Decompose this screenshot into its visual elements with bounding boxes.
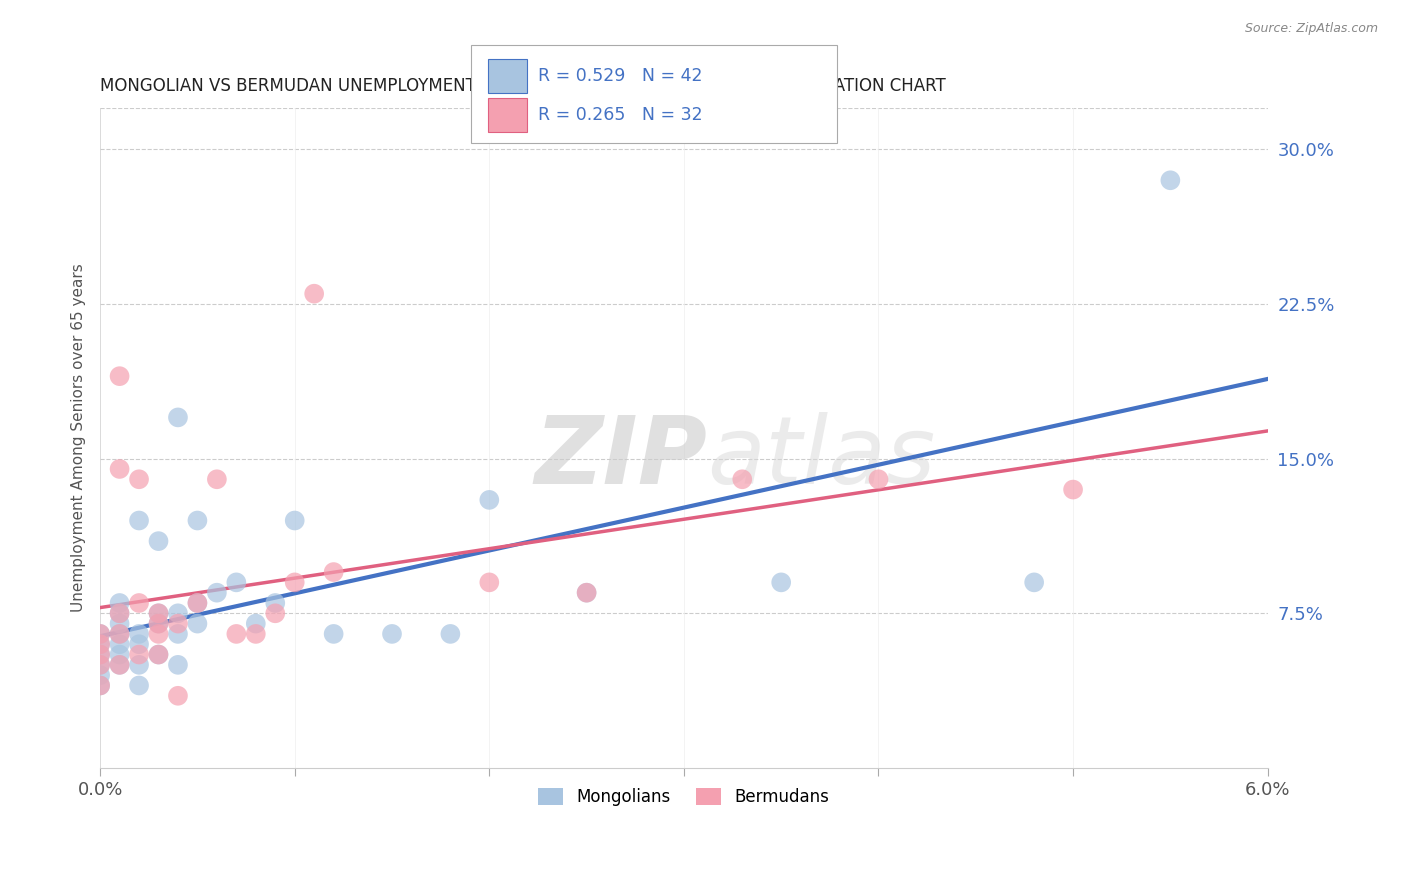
Point: [108, 607, 131, 621]
Point: [439, 627, 461, 641]
Point: [381, 627, 404, 641]
Point: [89, 668, 111, 682]
Point: [128, 596, 150, 610]
Point: [575, 585, 598, 599]
Point: [575, 585, 598, 599]
Point: [89, 637, 111, 651]
Point: [89, 637, 111, 651]
Point: [89, 648, 111, 662]
Point: [108, 648, 131, 662]
Point: [225, 627, 247, 641]
Point: [167, 410, 190, 425]
Point: [167, 689, 190, 703]
Point: [264, 607, 287, 621]
Point: [128, 472, 150, 486]
Point: [128, 678, 150, 692]
Point: [89, 678, 111, 692]
Point: [89, 648, 111, 662]
Point: [108, 627, 131, 641]
Point: [128, 648, 150, 662]
Point: [108, 607, 131, 621]
Point: [302, 286, 325, 301]
Text: MONGOLIAN VS BERMUDAN UNEMPLOYMENT AMONG SENIORS OVER 65 YEARS CORRELATION CHART: MONGOLIAN VS BERMUDAN UNEMPLOYMENT AMONG…: [100, 78, 946, 95]
Point: [108, 369, 131, 384]
Point: [284, 575, 307, 590]
Point: [478, 492, 501, 507]
Point: [186, 616, 208, 631]
Point: [89, 627, 111, 641]
Point: [284, 514, 307, 528]
Point: [148, 607, 170, 621]
Point: [148, 648, 170, 662]
Legend: Mongolians, Bermudans: Mongolians, Bermudans: [531, 780, 837, 813]
Point: [245, 616, 267, 631]
Point: [1024, 575, 1046, 590]
Y-axis label: Unemployment Among Seniors over 65 years: Unemployment Among Seniors over 65 years: [72, 264, 86, 613]
Point: [108, 596, 131, 610]
Point: [186, 596, 208, 610]
Point: [186, 596, 208, 610]
Point: [225, 575, 247, 590]
Text: R = 0.529   N = 42: R = 0.529 N = 42: [538, 67, 703, 85]
Point: [770, 575, 793, 590]
Point: [205, 472, 228, 486]
Point: [108, 462, 131, 476]
Text: R = 0.265   N = 32: R = 0.265 N = 32: [538, 106, 703, 124]
Point: [128, 627, 150, 641]
Point: [128, 637, 150, 651]
Point: [148, 534, 170, 549]
Point: [108, 627, 131, 641]
Point: [89, 678, 111, 692]
Point: [167, 627, 190, 641]
Point: [108, 616, 131, 631]
Point: [148, 616, 170, 631]
Point: [264, 596, 287, 610]
Point: [148, 627, 170, 641]
Point: [167, 607, 190, 621]
Point: [1159, 173, 1181, 187]
Text: Source: ZipAtlas.com: Source: ZipAtlas.com: [1244, 22, 1378, 36]
Point: [245, 627, 267, 641]
Point: [108, 657, 131, 672]
Point: [148, 607, 170, 621]
Point: [186, 514, 208, 528]
Point: [868, 472, 890, 486]
Point: [148, 616, 170, 631]
Point: [89, 627, 111, 641]
Point: [167, 657, 190, 672]
Point: [108, 657, 131, 672]
Point: [108, 637, 131, 651]
Point: [731, 472, 754, 486]
Point: [478, 575, 501, 590]
Point: [89, 657, 111, 672]
Text: atlas: atlas: [707, 412, 935, 503]
Point: [128, 657, 150, 672]
Text: ZIP: ZIP: [534, 412, 707, 504]
Point: [148, 648, 170, 662]
Point: [167, 616, 190, 631]
Point: [89, 657, 111, 672]
Point: [1062, 483, 1084, 497]
Point: [322, 565, 344, 579]
Point: [128, 514, 150, 528]
Point: [322, 627, 344, 641]
Point: [205, 585, 228, 599]
